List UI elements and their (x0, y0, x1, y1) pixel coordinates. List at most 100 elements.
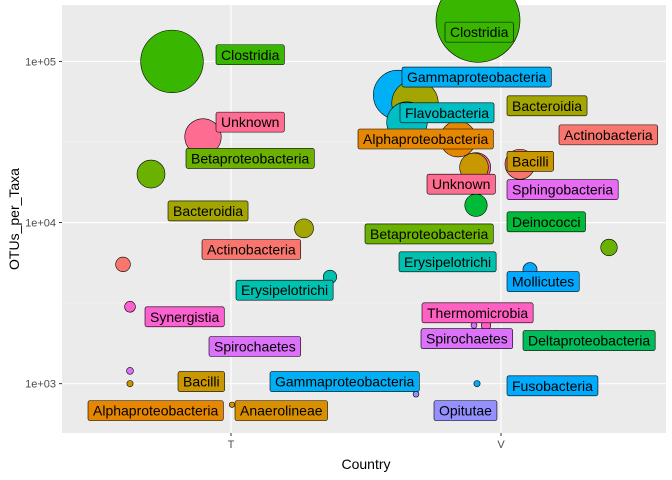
label-erysipelotrichi: Erysipelotrichi (235, 279, 334, 301)
label-box (215, 44, 285, 66)
y-tick-label: 1e+05 (25, 56, 56, 68)
label-box (401, 66, 552, 88)
label-clostridia: Clostridia (444, 21, 514, 43)
label-alphaproteobacteria: Alphaproteobacteria (87, 400, 224, 421)
label-box (420, 328, 514, 350)
y-tick-label: 1e+03 (25, 379, 56, 391)
label-box (185, 148, 315, 169)
label-sphingobacteria: Sphingobacteria (506, 179, 619, 200)
label-text: Betaproteobacteria (191, 150, 310, 166)
label-gammaproteobacteria: Gammaproteobacteria (269, 371, 420, 392)
label-text: Bacteroidia (512, 98, 582, 114)
label-text: Clostridia (221, 47, 280, 63)
label-gammaproteobacteria: Gammaproteobacteria (401, 66, 552, 88)
bubble-clostridia (140, 29, 204, 94)
label-box (444, 21, 514, 43)
label-box (522, 330, 656, 351)
label-actinobacteria: Actinobacteria (558, 124, 659, 146)
label-bacilli: Bacilli (177, 371, 225, 392)
label-text: Erysipelotrichi (404, 254, 491, 270)
label-box (269, 371, 420, 392)
label-clostridia: Clostridia (215, 44, 285, 66)
label-box (558, 124, 659, 146)
label-fusobacteria: Fusobacteria (506, 375, 599, 397)
label-box (506, 150, 554, 172)
label-spirochaetes: Spirochaetes (420, 328, 514, 350)
label-text: Bacteroidia (173, 203, 243, 219)
label-text: Sphingobacteria (512, 182, 613, 198)
label-box (506, 95, 588, 117)
label-text: Gammaproteobacteria (275, 374, 415, 390)
label-unknown: Unknown (426, 173, 496, 195)
label-deltaproteobacteria: Deltaproteobacteria (522, 330, 656, 351)
label-alphaproteobacteria: Alphaproteobacteria (357, 128, 494, 150)
label-text: Bacilli (512, 153, 549, 169)
label-box (398, 251, 497, 273)
label-text: Spirochaetes (214, 339, 296, 355)
label-thermomicrobia: Thermomicrobia (421, 302, 534, 324)
label-box (399, 102, 495, 124)
label-text: Deltaproteobacteria (528, 333, 650, 349)
bubble-spirochaetes (470, 322, 478, 329)
label-box (357, 128, 494, 150)
label-anaerolineae: Anaerolineae (234, 400, 328, 421)
bubble-fusobacteria (473, 380, 481, 388)
label-box (87, 400, 224, 421)
label-box (144, 306, 225, 328)
label-text: Bacilli (183, 374, 220, 390)
label-betaproteobacteria: Betaproteobacteria (364, 223, 494, 245)
label-box (201, 239, 302, 260)
label-box (208, 336, 302, 357)
label-box (167, 200, 249, 222)
label-deinococci: Deinococci (506, 211, 586, 233)
label-box (426, 173, 496, 195)
bubble-bacteroidia (294, 218, 314, 239)
label-box (506, 271, 580, 292)
label-bacilli: Bacilli (506, 150, 554, 172)
label-box (234, 400, 328, 421)
label-text: Thermomicrobia (427, 305, 528, 321)
label-box (506, 375, 599, 397)
label-spirochaetes: Spirochaetes (208, 336, 302, 357)
label-flavobacteria: Flavobacteria (399, 102, 495, 124)
label-box (215, 111, 285, 133)
bubble-synergistia (124, 301, 136, 313)
label-text: Alphaproteobacteria (363, 131, 489, 147)
bubble-deinococci (464, 193, 488, 217)
label-bacteroidia: Bacteroidia (167, 200, 249, 222)
x-axis-title: Country (341, 456, 390, 472)
label-text: Unknown (221, 114, 279, 130)
label-text: Synergistia (150, 309, 219, 325)
y-axis-title: OTUs_per_Taxa (6, 168, 22, 270)
bubble-spirochaetes (126, 367, 134, 375)
bubble-labels: Clostridia Unknown Betaproteobacteria Bacte… (87, 21, 659, 421)
x-tick-label: V (497, 439, 505, 451)
label-box (177, 371, 225, 392)
label-synergistia: Synergistia (144, 306, 225, 328)
label-actinobacteria: Actinobacteria (201, 239, 302, 260)
bubble-betaproteobacteria (600, 238, 618, 257)
label-text: Flavobacteria (405, 105, 489, 121)
label-box (235, 279, 334, 301)
label-unknown: Unknown (215, 111, 285, 133)
label-text: Erysipelotrichi (241, 282, 328, 298)
label-box (506, 179, 619, 200)
label-bacteroidia: Bacteroidia (506, 95, 588, 117)
y-tick-label: 1e+04 (25, 218, 56, 230)
label-text: Gammaproteobacteria (407, 69, 547, 85)
label-text: Spirochaetes (426, 331, 508, 347)
label-erysipelotrichi: Erysipelotrichi (398, 251, 497, 273)
label-box (506, 211, 586, 233)
label-text: Betaproteobacteria (370, 226, 489, 242)
bubble-betaproteobacteria (136, 159, 166, 189)
label-text: Anaerolineae (240, 403, 323, 419)
label-text: Mollicutes (512, 274, 574, 290)
label-mollicutes: Mollicutes (506, 271, 580, 292)
bubble-opitutae (412, 390, 420, 398)
label-box (433, 400, 498, 421)
label-text: Fusobacteria (512, 378, 593, 394)
label-text: Opitutae (439, 403, 492, 419)
label-box (364, 223, 494, 245)
label-text: Clostridia (450, 24, 509, 40)
